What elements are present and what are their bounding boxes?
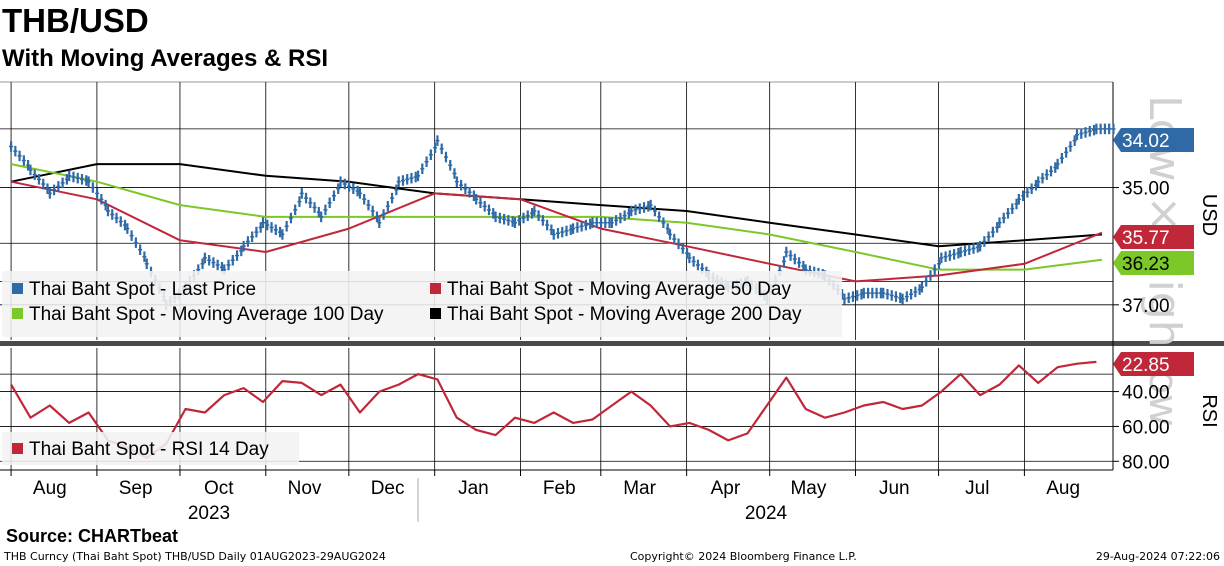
legend-swatch-thai-baht-spot-moving-average-50-day	[430, 283, 441, 294]
tag-rsi: 22.85	[1113, 352, 1194, 376]
x-tick-label-apr: Apr	[711, 478, 741, 499]
series-rsi-line	[10, 360, 1097, 459]
legend-label-thai-baht-spot-moving-average-100-day: Thai Baht Spot - Moving Average 100 Day	[29, 304, 384, 325]
y-axis-title-price: USD	[1198, 194, 1220, 236]
series-ma50-line	[10, 180, 1103, 283]
x-tick-label-jan: Jan	[458, 478, 489, 499]
tag-ma100-text: 36.23	[1122, 254, 1170, 275]
rsi-tick-label-80-00: 80.00	[1122, 452, 1170, 473]
x-tick-label-jul: Jul	[965, 478, 989, 499]
rsi-tick-label-60-00: 60.00	[1122, 417, 1170, 438]
legend-swatch-thai-baht-spot-moving-average-100-day	[12, 308, 23, 319]
x-tick-label-jun: Jun	[879, 478, 910, 499]
copyright-footnote: Copyright© 2024 Bloomberg Finance L.P.	[630, 550, 857, 563]
year-label-2024: 2024	[745, 503, 788, 524]
timestamp-footnote: 29-Aug-2024 07:22:06	[1095, 550, 1220, 563]
legend-swatch-rsi	[12, 443, 23, 454]
price-legend-bg	[2, 271, 842, 337]
tag-ma50-text: 35.77	[1122, 228, 1170, 249]
rsi-tick-label-40-00: 40.00	[1122, 383, 1170, 404]
legend-swatch-thai-baht-spot-moving-average-200-day	[430, 308, 441, 319]
x-tick-label-aug: Aug	[1046, 478, 1080, 499]
chart-title: THB/USD	[2, 2, 149, 39]
y-tick-label-37-00: 37.00	[1122, 296, 1170, 317]
x-tick-label-oct: Oct	[204, 478, 234, 499]
series-ma200-line	[10, 163, 1102, 248]
series-ma100-line	[10, 163, 1103, 271]
tag-last-price-text: 34.02	[1122, 131, 1170, 152]
tag-ma100-bg	[1113, 251, 1194, 275]
legend-label-thai-baht-spot-moving-average-200-day: Thai Baht Spot - Moving Average 200 Day	[447, 304, 802, 325]
legend-label-thai-baht-spot-moving-average-50-day: Thai Baht Spot - Moving Average 50 Day	[447, 279, 791, 300]
tag-rsi-bg	[1113, 352, 1194, 376]
x-tick-label-feb: Feb	[543, 478, 576, 499]
rsi-legend: Thai Baht Spot - RSI 14 Day	[2, 432, 299, 465]
legend-swatch-thai-baht-spot-last-price	[12, 283, 23, 294]
legend-label-thai-baht-spot-last-price: Thai Baht Spot - Last Price	[29, 279, 256, 300]
y-tick-label-35-00: 35.00	[1122, 179, 1170, 200]
panel-separator	[0, 341, 1224, 346]
year-label-2023: 2023	[188, 503, 230, 524]
x-tick-label-aug: Aug	[33, 478, 67, 499]
tag-ma50-bg	[1113, 225, 1194, 249]
x-tick-label-dec: Dec	[371, 478, 405, 499]
tag-last-price: 34.02	[1113, 128, 1194, 152]
x-tick-label-mar: Mar	[623, 478, 656, 499]
x-tick-label-sep: Sep	[119, 478, 153, 499]
tag-ma50: 35.77	[1113, 225, 1194, 249]
legend-label-rsi: Thai Baht Spot - RSI 14 Day	[29, 439, 269, 460]
x-tick-label-may: May	[790, 478, 826, 499]
price-legend: Thai Baht Spot - Last Price Thai Baht Spo…	[2, 271, 842, 337]
tag-ma100: 36.23	[1113, 251, 1194, 275]
source-label: Source: CHARTbeat	[6, 526, 179, 546]
tag-last-price-bg	[1113, 128, 1194, 152]
tag-rsi-text: 22.85	[1122, 355, 1170, 376]
chart-subtitle: With Moving Averages & RSI	[2, 45, 329, 72]
y-axis-title-rsi: RSI	[1198, 394, 1220, 427]
x-tick-label-nov: Nov	[288, 478, 322, 499]
ticker-footnote: THB Curncy (Thai Baht Spot) THB/USD Dail…	[4, 550, 386, 563]
rsi-legend-bg	[2, 432, 299, 465]
